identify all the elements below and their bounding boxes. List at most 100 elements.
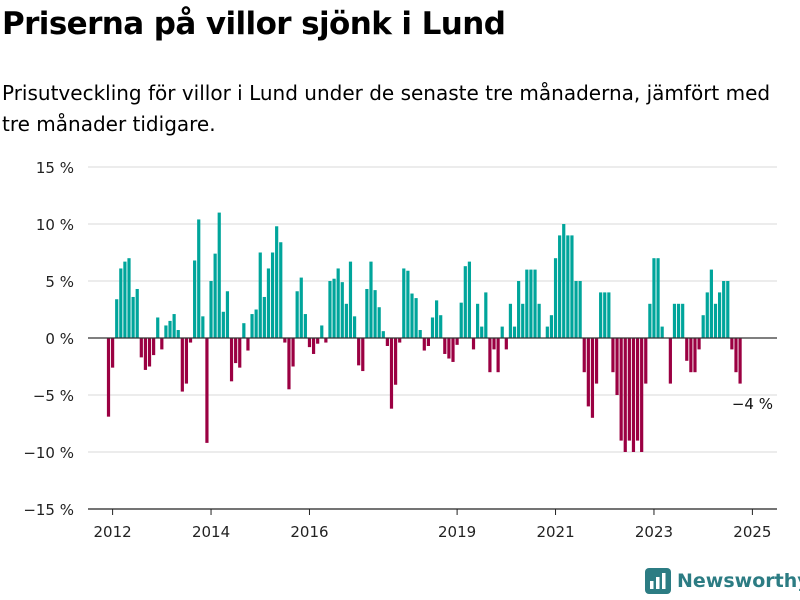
bar-2023-09: [685, 338, 689, 361]
bar-2013-12: [205, 338, 209, 443]
brand-logo: Newsworthy: [645, 568, 800, 594]
bar-2017-11: [398, 338, 402, 343]
bar-2014-07: [234, 338, 238, 364]
bar-2022-01: [603, 292, 607, 338]
bar-2012-04: [123, 261, 127, 338]
bar-2024-05: [717, 292, 722, 338]
bar-2018-03: [414, 298, 418, 338]
bar-2019-12: [500, 326, 504, 338]
bar-2022-06: [623, 338, 627, 452]
bar-2019-01: [455, 338, 459, 345]
bar-2014-12: [254, 309, 258, 338]
bar-2018-05: [422, 338, 426, 351]
bar-2017-12: [402, 268, 406, 338]
bar-2021-09: [586, 338, 590, 407]
bar-2022-02: [607, 292, 611, 338]
bar-2014-08: [238, 338, 242, 368]
bar-2020-04: [517, 281, 521, 338]
bar-2016-01: [307, 338, 312, 348]
bar-2017-04: [369, 261, 373, 338]
bar-2018-02: [410, 293, 414, 338]
bar-2012-06: [131, 296, 135, 338]
bar-2019-11: [496, 338, 500, 373]
bar-2012-09: [143, 338, 148, 370]
bar-2018-07: [430, 317, 435, 338]
bar-2012-10: [147, 338, 152, 367]
bar-2014-02: [213, 253, 217, 338]
bar-2023-11: [693, 338, 697, 373]
bar-2015-09: [291, 338, 295, 367]
chart-title: Priserna på villor sjönk i Lund: [2, 6, 506, 42]
bar-2023-03: [660, 326, 664, 338]
bar-2018-01: [406, 270, 410, 338]
bar-2023-02: [656, 258, 660, 338]
bar-2020-08: [533, 269, 537, 338]
bar-2015-03: [266, 268, 271, 338]
x-tick-label: 2021: [536, 523, 574, 541]
bar-2022-12: [648, 303, 652, 338]
bar-2019-09: [488, 338, 492, 373]
bar-2019-03: [463, 266, 467, 338]
bar-2022-09: [635, 338, 640, 441]
bar-2016-11: [348, 261, 353, 338]
bar-2024-08: [730, 338, 734, 350]
bar-2016-03: [316, 338, 320, 344]
bar-2017-01: [357, 338, 361, 366]
bar-2017-05: [373, 290, 377, 338]
y-tick-label: −5 %: [33, 387, 74, 405]
bar-2016-02: [311, 338, 316, 354]
bar-2013-05: [176, 330, 180, 338]
bar-2020-05: [521, 303, 525, 338]
bar-2017-03: [365, 288, 369, 338]
axes: [88, 337, 777, 515]
bar-2016-06: [328, 281, 332, 338]
bar-2012-01: [111, 338, 115, 368]
bar-2017-02: [361, 338, 365, 372]
bar-2012-05: [127, 258, 131, 338]
bar-2024-02: [705, 292, 709, 338]
bar-2017-07: [381, 331, 385, 338]
bar-2012-12: [156, 317, 160, 338]
bar-2020-01: [504, 338, 508, 350]
bar-2013-02: [164, 325, 168, 338]
bar-2022-03: [611, 338, 615, 373]
bar-2024-10: [738, 338, 742, 384]
bar-2012-07: [135, 288, 139, 338]
x-tick-label: 2025: [733, 523, 771, 541]
bar-2023-07: [676, 303, 681, 338]
bar-2023-08: [681, 303, 685, 338]
bar-2014-05: [225, 291, 230, 338]
bar-2021-03: [562, 224, 566, 338]
bar-2024-06: [722, 281, 726, 338]
bar-2015-05: [275, 226, 279, 338]
bar-2017-09: [389, 338, 394, 409]
bar-2013-11: [201, 316, 205, 338]
bar-2022-08: [631, 338, 636, 452]
bar-2020-07: [529, 269, 533, 338]
y-tick-label: 0 %: [45, 330, 74, 348]
bar-2014-03: [217, 212, 221, 338]
bar-2014-04: [221, 311, 225, 338]
bar-2013-10: [197, 219, 201, 338]
x-tick-label: 2019: [438, 523, 476, 541]
bar-2016-12: [352, 316, 357, 338]
bar-2018-06: [426, 338, 430, 346]
bar-2021-04: [566, 235, 570, 338]
labels: 15 % 10 % 5 % 0 % −5 % −10 % −15 % 2012 2014 2016…: [23, 159, 773, 541]
y-tick-label: −10 %: [23, 444, 74, 462]
bar-2016-08: [336, 268, 340, 338]
bar-2022-05: [619, 338, 623, 441]
bar-2013-03: [168, 320, 172, 338]
bar-2023-05: [668, 338, 672, 384]
bar-2019-04: [467, 261, 472, 338]
bar-2017-08: [385, 338, 389, 346]
bar-2012-11: [152, 338, 156, 356]
bar-2017-06: [377, 307, 381, 338]
bars: [106, 212, 742, 452]
bar-2015-10: [295, 291, 299, 338]
bar-2020-02: [508, 303, 513, 338]
bar-2022-07: [627, 338, 631, 441]
bar-2018-09: [439, 315, 443, 338]
bar-2024-04: [713, 303, 718, 338]
